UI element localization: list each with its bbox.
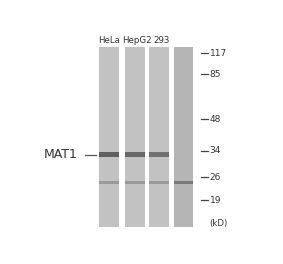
Text: 48: 48 [210, 115, 221, 124]
Bar [125, 181, 145, 184]
Text: 19: 19 [210, 196, 221, 205]
Text: 293: 293 [153, 36, 170, 45]
Bar [149, 47, 169, 227]
Text: 85: 85 [210, 70, 221, 79]
Bar [173, 181, 193, 184]
Text: 34: 34 [210, 146, 221, 155]
Text: HeLa: HeLa [98, 36, 120, 45]
Bar [125, 152, 145, 157]
Text: 26: 26 [210, 173, 221, 182]
Text: HepG2: HepG2 [123, 36, 152, 45]
Bar [149, 152, 169, 157]
Bar [125, 47, 145, 227]
Bar [99, 181, 119, 184]
Text: 117: 117 [210, 49, 227, 58]
Bar [99, 47, 119, 227]
Bar [149, 181, 169, 184]
Text: MAT1: MAT1 [44, 148, 78, 161]
Text: (kD): (kD) [210, 219, 228, 228]
Bar [99, 152, 119, 157]
Bar [173, 47, 193, 227]
